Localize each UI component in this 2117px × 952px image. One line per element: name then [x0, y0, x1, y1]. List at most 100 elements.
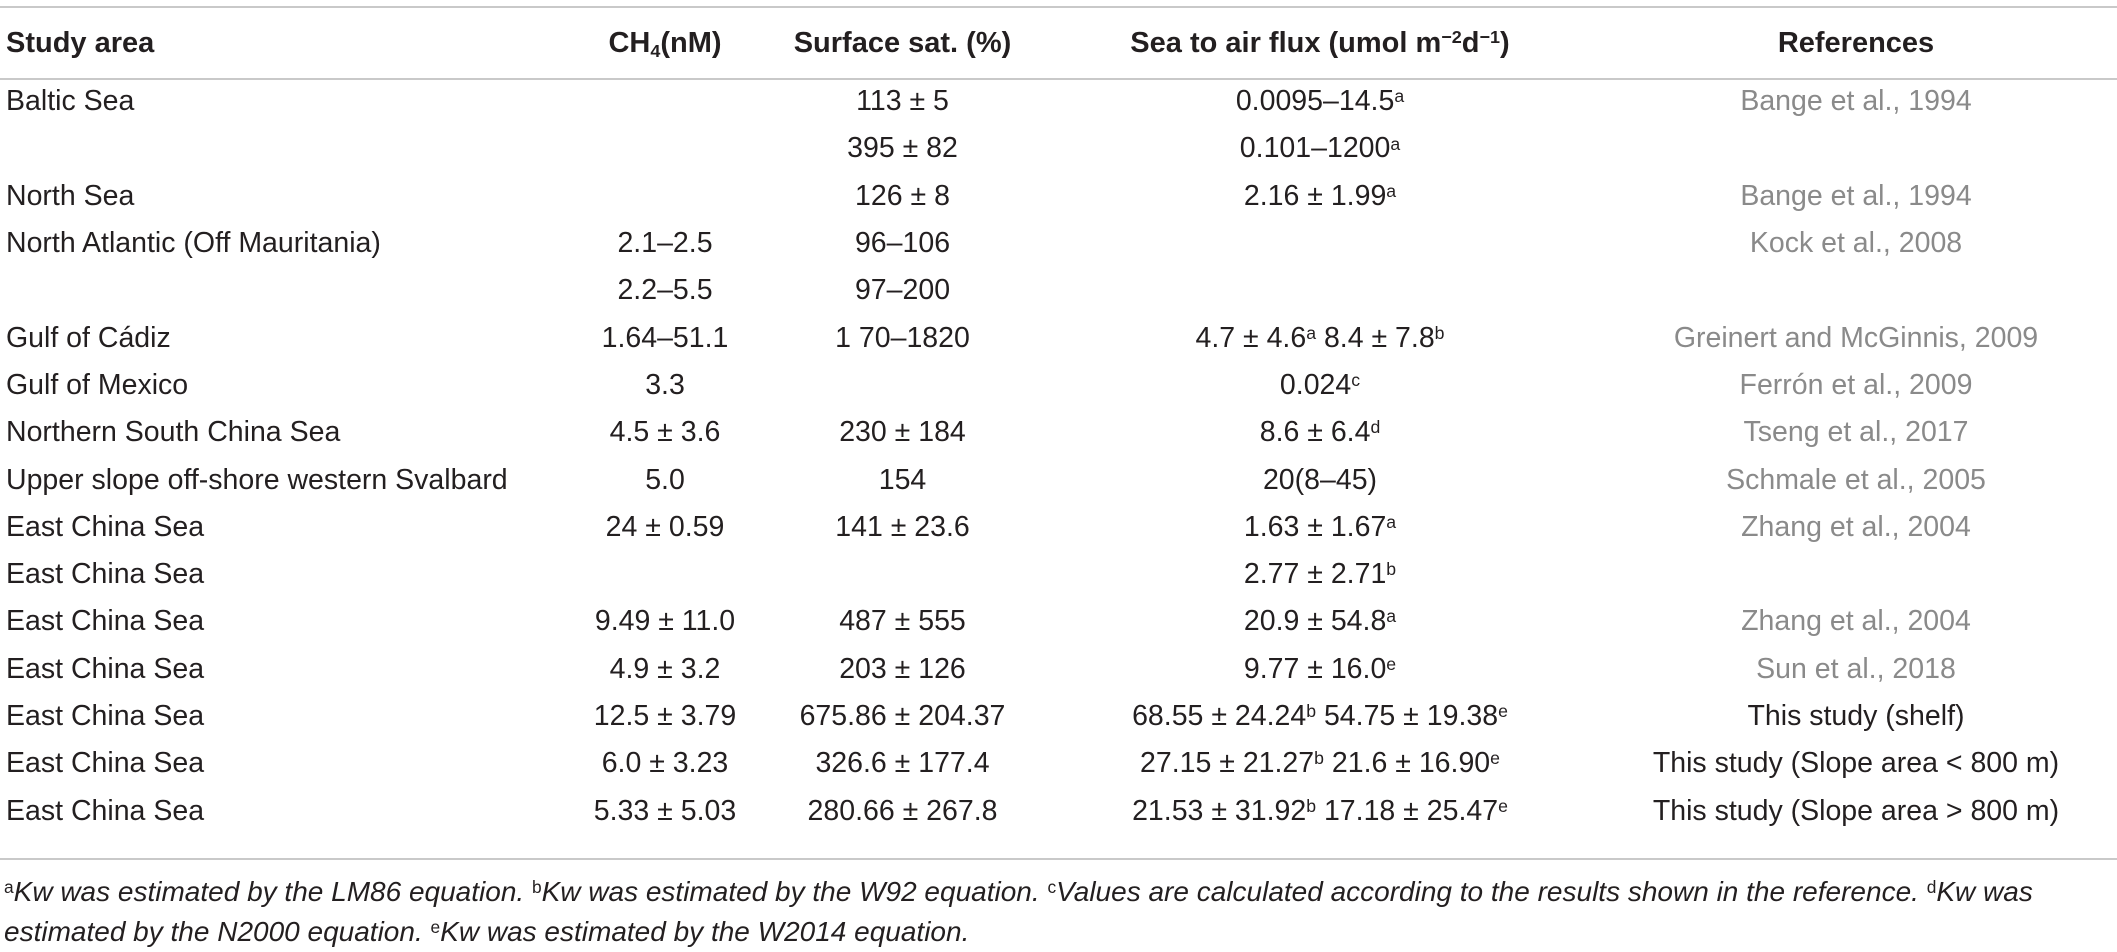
flux-value: 20.9 ± 54.8: [1243, 605, 1387, 638]
header-study-area: Study area: [6, 26, 155, 59]
cell-ch4: 3.3: [645, 368, 685, 401]
flux-value: 2.77 ± 2.71: [1243, 558, 1387, 591]
cell-reference: Bange et al., 1994: [1740, 179, 1972, 212]
cell-reference: Sun et al., 2018: [1756, 652, 1956, 685]
cell-ch4: 24 ± 0.59: [605, 510, 725, 543]
cell-ch4: 5.0: [645, 463, 685, 496]
flux-footnote-mark: a: [1386, 511, 1397, 532]
cell-study-area: North Atlantic (Off Mauritania): [6, 227, 381, 260]
flux-footnote-mark: b: [1314, 748, 1324, 769]
cell-reference: This study (Slope area < 800 m): [1652, 747, 2060, 780]
flux-value: 4.7 ± 4.6: [1195, 321, 1307, 354]
table-row: 395 ± 82 0.101–1200a: [0, 125, 2117, 172]
flux-footnote-mark: a: [1386, 180, 1397, 201]
cell-surface-sat: 141 ± 23.6: [835, 510, 970, 543]
flux-value: 1.63 ± 1.67: [1243, 510, 1387, 543]
cell-ch4: 6.0 ± 3.23: [601, 747, 729, 780]
flux-value: 9.77 ± 16.0: [1243, 652, 1387, 685]
cell-flux: 2.16 ± 1.99a: [1045, 173, 1595, 220]
flux-footnote-mark: a: [1390, 133, 1401, 154]
cell-flux: 4.7 ± 4.6a 8.4 ± 7.8b: [1045, 314, 1595, 361]
flux-value: 0.101–1200: [1239, 132, 1391, 165]
table-row: East China Sea 5.33 ± 5.03 280.66 ± 267.8 2…: [0, 787, 2117, 834]
cell-reference: Tseng et al., 2017: [1743, 416, 1969, 449]
header-references: References: [1777, 26, 1935, 59]
flux-footnote-mark: b: [1306, 795, 1317, 816]
cell-surface-sat: [760, 362, 1045, 409]
cell-study-area: East China Sea: [6, 558, 205, 591]
footnote-mark: c: [1047, 877, 1057, 898]
cell-reference: Kock et al., 2008: [1749, 227, 1963, 260]
cell-surface-sat: 154: [878, 463, 927, 496]
table-body: Baltic Sea 113 ± 5 0.0095–14.5a Bange et al…: [0, 78, 2117, 835]
cell-reference: This study (Slope area > 800 m): [1652, 794, 2060, 827]
cell-ch4: 12.5 ± 3.79: [593, 700, 737, 732]
header-flux: Sea to air flux (umol m−2d−1): [1045, 8, 1595, 78]
flux-footnote-mark: a: [1386, 606, 1397, 627]
cell-ch4: 2.1–2.5: [617, 227, 713, 260]
header-flux-exp2: −1: [1479, 27, 1501, 48]
cell-reference: Greinert and McGinnis, 2009: [1673, 321, 2039, 354]
cell-ch4: 5.33 ± 5.03: [593, 794, 737, 827]
cell-ch4: [570, 78, 760, 125]
footnote-text: Kw was estimated by the W92 equation.: [541, 876, 1048, 907]
table-row: Upper slope off-shore western Svalbard 5.…: [0, 456, 2117, 503]
cell-surface-sat: 126 ± 8: [855, 179, 950, 212]
cell-reference: This study (shelf): [1747, 700, 1965, 732]
flux-second-value: 17.18 ± 25.47: [1316, 794, 1499, 827]
footnote-mark: b: [531, 877, 542, 898]
flux-footnote-mark: b: [1386, 559, 1397, 580]
cell-flux: 0.101–1200a: [1045, 125, 1595, 172]
cell-study-area: [0, 125, 570, 172]
flux-footnote-mark: c: [1351, 369, 1361, 390]
table-row: Gulf of Cádiz 1.64–51.1 1 70–1820 4.7 ± 4.6…: [0, 314, 2117, 361]
table-row: North Sea 126 ± 8 2.16 ± 1.99a Bange et al.…: [0, 173, 2117, 220]
cell-ch4: [570, 173, 760, 220]
cell-study-area: Upper slope off-shore western Svalbard: [6, 463, 508, 496]
flux-value: 0.0095–14.5: [1235, 85, 1395, 118]
cell-ch4: 1.64–51.1: [601, 321, 729, 354]
table-row: East China Sea 12.5 ± 3.79 675.86 ± 204.37…: [0, 693, 2117, 740]
flux-second-footnote-mark: e: [1490, 748, 1500, 769]
bottom-rule: [0, 858, 2117, 860]
footnote-text: Kw was estimated by the N2000 equation.: [4, 876, 2033, 947]
cell-reference: Ferrón et al., 2009: [1739, 368, 1973, 401]
cell-flux: [1045, 220, 1595, 267]
footnote-mark: a: [4, 877, 14, 898]
flux-second-value: 8.4 ± 7.8: [1316, 321, 1435, 354]
cell-ch4: [570, 125, 760, 172]
flux-second-footnote-mark: b: [1434, 322, 1445, 343]
header-ch4: CH4(nM): [570, 8, 760, 78]
footnote-text: Values are calculated according to the r…: [1056, 876, 1927, 907]
cell-study-area: [0, 267, 570, 314]
cell-ch4: 4.5 ± 3.6: [609, 416, 721, 449]
footnote-mark: e: [430, 917, 441, 938]
flux-second-value: 54.75 ± 19.38: [1316, 700, 1499, 732]
cell-flux: 21.53 ± 31.92b 17.18 ± 25.47e: [1045, 787, 1595, 834]
cell-study-area: Gulf of Mexico: [6, 368, 189, 401]
cell-surface-sat: 230 ± 184: [839, 416, 966, 449]
cell-study-area: Gulf of Cádiz: [6, 321, 171, 354]
flux-footnote-mark: a: [1394, 86, 1405, 107]
flux-second-footnote-mark: e: [1498, 795, 1508, 816]
flux-value: 27.15 ± 21.27: [1140, 747, 1315, 780]
cell-flux: 2.77 ± 2.71b: [1045, 551, 1595, 598]
top-rule: [0, 6, 2117, 8]
table-footnote: aKw was estimated by the LM86 equation. …: [4, 872, 2112, 952]
flux-value: 21.53 ± 31.92: [1132, 794, 1307, 827]
flux-value: 20(8–45): [1262, 463, 1378, 496]
cell-surface-sat: 395 ± 82: [847, 132, 958, 165]
cell-study-area: East China Sea: [6, 605, 205, 638]
cell-flux: 8.6 ± 6.4d: [1045, 409, 1595, 456]
cell-flux: 20.9 ± 54.8a: [1045, 598, 1595, 645]
footnote-mark: d: [1926, 877, 1937, 898]
cell-reference: Schmale et al., 2005: [1726, 463, 1986, 496]
cell-surface-sat: 203 ± 126: [839, 652, 966, 685]
cell-reference: [1595, 551, 2117, 598]
cell-flux: 1.63 ± 1.67a: [1045, 504, 1595, 551]
cell-surface-sat: 113 ± 5: [856, 85, 949, 118]
header-flux-mid: d: [1461, 26, 1480, 59]
footnote-text: Kw was estimated by the W2014 equation.: [440, 916, 970, 947]
cell-flux: 0.0095–14.5a: [1045, 78, 1595, 125]
cell-surface-sat: [760, 551, 1045, 598]
